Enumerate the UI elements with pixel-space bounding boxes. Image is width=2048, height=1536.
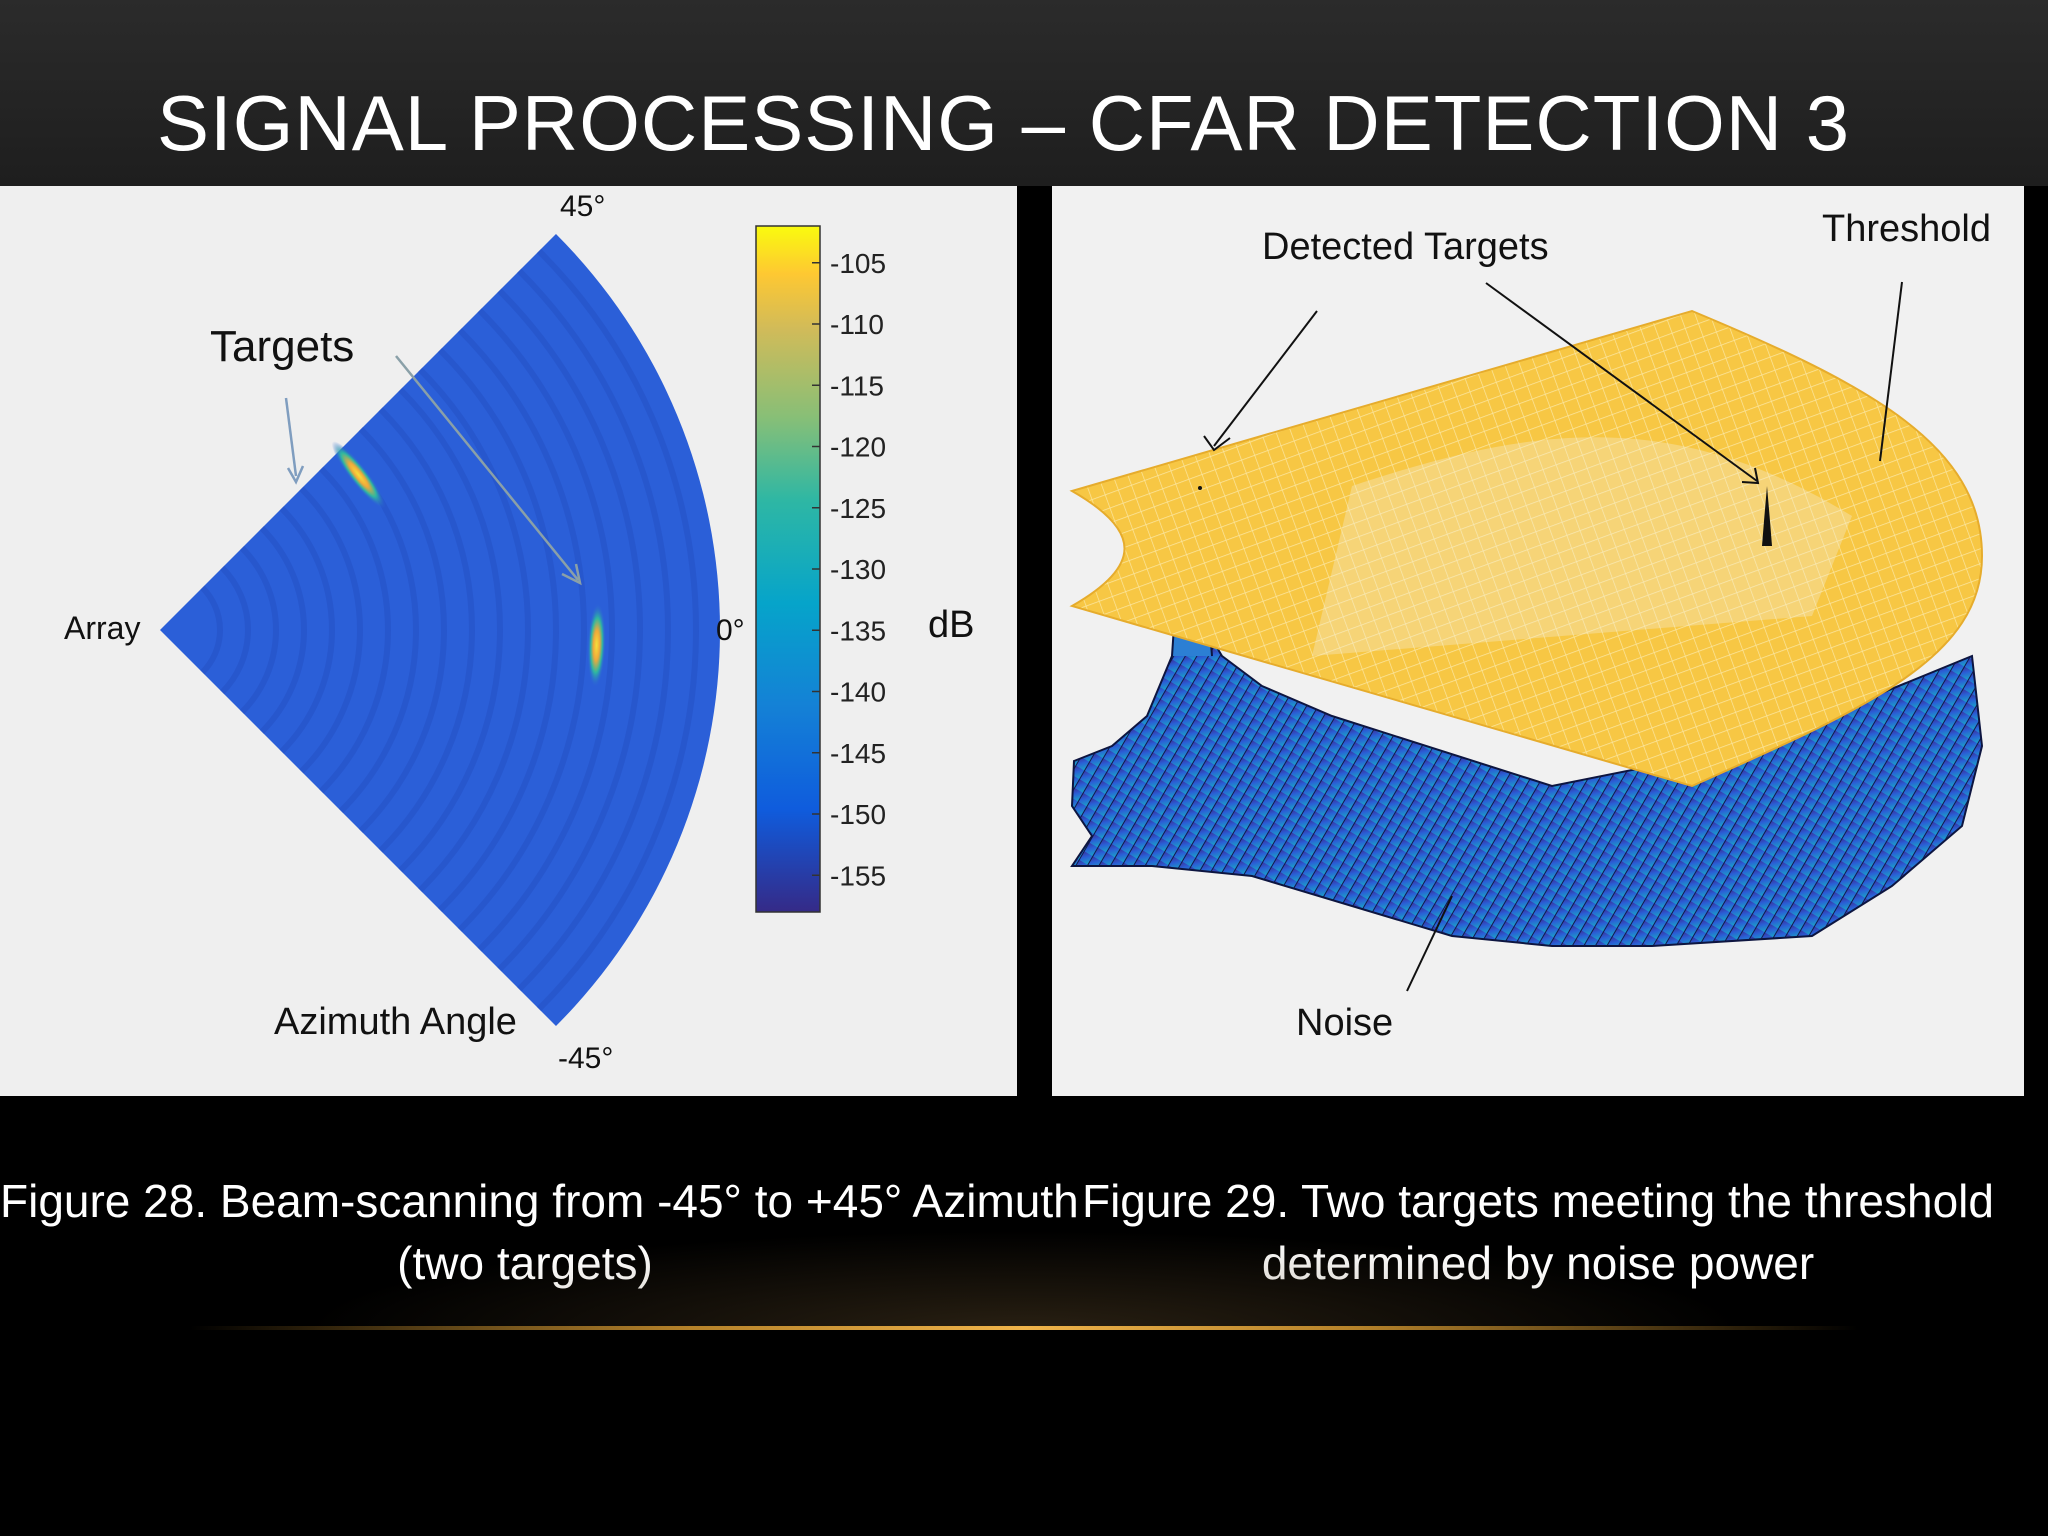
beam-scan-plot: -105 -110 -115 -120 -125 -130 -135 -140 -145 -150… <box>160 225 886 1026</box>
colorbar-unit-label: dB <box>928 604 975 646</box>
threshold-pale-region <box>1312 437 1852 656</box>
figure-29-caption-line2: determined by noise power <box>1262 1237 1815 1289</box>
range-ring <box>517 268 671 992</box>
range-ring <box>319 466 391 794</box>
detected-targets-label: Detected Targets <box>1262 226 1549 268</box>
noise-label: Noise <box>1296 1002 1394 1044</box>
figure-28-caption: Figure 28. Beam-scanning from -45° to +4… <box>0 1170 1079 1294</box>
azimuth-axis-label: Azimuth Angle <box>274 1001 517 1043</box>
threshold-figure: Detected Targets Threshold Noise <box>1052 186 2024 1096</box>
range-ring <box>398 387 503 873</box>
figure-29-caption: Figure 29. Two targets meeting the thres… <box>1052 1170 2024 1294</box>
colorbar-tick-label: -135 <box>830 615 886 646</box>
range-ring <box>437 347 559 913</box>
figure-28-caption-line2: (two targets) <box>0 1232 1050 1294</box>
range-ring <box>299 486 363 774</box>
targets-arrow-1 <box>284 397 298 477</box>
colorbar-tick-label: -120 <box>830 432 886 463</box>
range-ring <box>259 526 307 734</box>
colorbar-tick-label: -155 <box>830 860 886 891</box>
colorbar-tick-label: -110 <box>830 309 884 340</box>
range-ring <box>418 367 531 893</box>
colorbar-tick-label: -105 <box>830 248 886 279</box>
range-ring <box>220 565 251 695</box>
detected-target-spike-1 <box>1198 486 1202 490</box>
figure-28-caption-line1: Figure 28. Beam-scanning from -45° to +4… <box>0 1175 1079 1227</box>
target-blob-1 <box>331 441 386 509</box>
beam-scan-figure: -105 -110 -115 -120 -125 -130 -135 -140 -145 -150… <box>0 186 1017 1096</box>
targets-arrowhead-2 <box>561 563 582 586</box>
colorbar-tick-label: -130 <box>830 554 886 585</box>
targets-arrowhead-1 <box>286 465 305 485</box>
targets-arrow-2 <box>395 355 579 581</box>
threshold-surface-plot <box>1069 281 1984 992</box>
slide-title: SIGNAL PROCESSING – CFAR DETECTION 3 <box>157 79 1851 167</box>
range-ring <box>477 308 615 952</box>
colorbar-tick-label: -140 <box>830 677 886 708</box>
accent-haze <box>300 1230 1748 1330</box>
colorbar-tick-label: -150 <box>830 799 886 830</box>
accent-divider <box>190 1326 1858 1330</box>
detected-target-spike-2 <box>1762 486 1772 546</box>
range-ring <box>200 585 223 675</box>
noise-pointer <box>1406 895 1453 992</box>
colorbar-tick-label: -145 <box>830 738 886 769</box>
detected-arrow-right <box>1485 282 1758 482</box>
array-label: Array <box>64 610 141 646</box>
figure-29-caption-line1: Figure 29. Two targets meeting the thres… <box>1081 1175 1994 1227</box>
target-blob-2 <box>587 603 606 688</box>
threshold-surface <box>1069 309 1984 788</box>
range-ring <box>457 328 587 932</box>
angle-label-bottom: -45° <box>558 1042 614 1075</box>
angle-label-top: 45° <box>560 190 606 223</box>
range-ring <box>279 506 335 754</box>
detected-arrow-left <box>1213 310 1318 447</box>
title-band <box>0 0 2048 186</box>
angle-label-mid: 0° <box>716 614 745 647</box>
range-ring <box>239 545 279 715</box>
colorbar-tick-label: -115 <box>830 370 884 401</box>
range-ring <box>358 427 447 833</box>
targets-label: Targets <box>210 322 355 371</box>
colorbar-tick-label: -125 <box>830 493 886 524</box>
range-ring <box>497 288 643 972</box>
threshold-label: Threshold <box>1822 208 1991 250</box>
range-ring <box>378 407 475 853</box>
range-ring <box>536 248 699 1012</box>
detected-arrowhead-right <box>1741 467 1760 485</box>
colorbar <box>755 225 821 913</box>
sector-background <box>160 234 720 1026</box>
threshold-pointer <box>1879 281 1903 462</box>
detected-arrowhead-left <box>1203 435 1231 452</box>
